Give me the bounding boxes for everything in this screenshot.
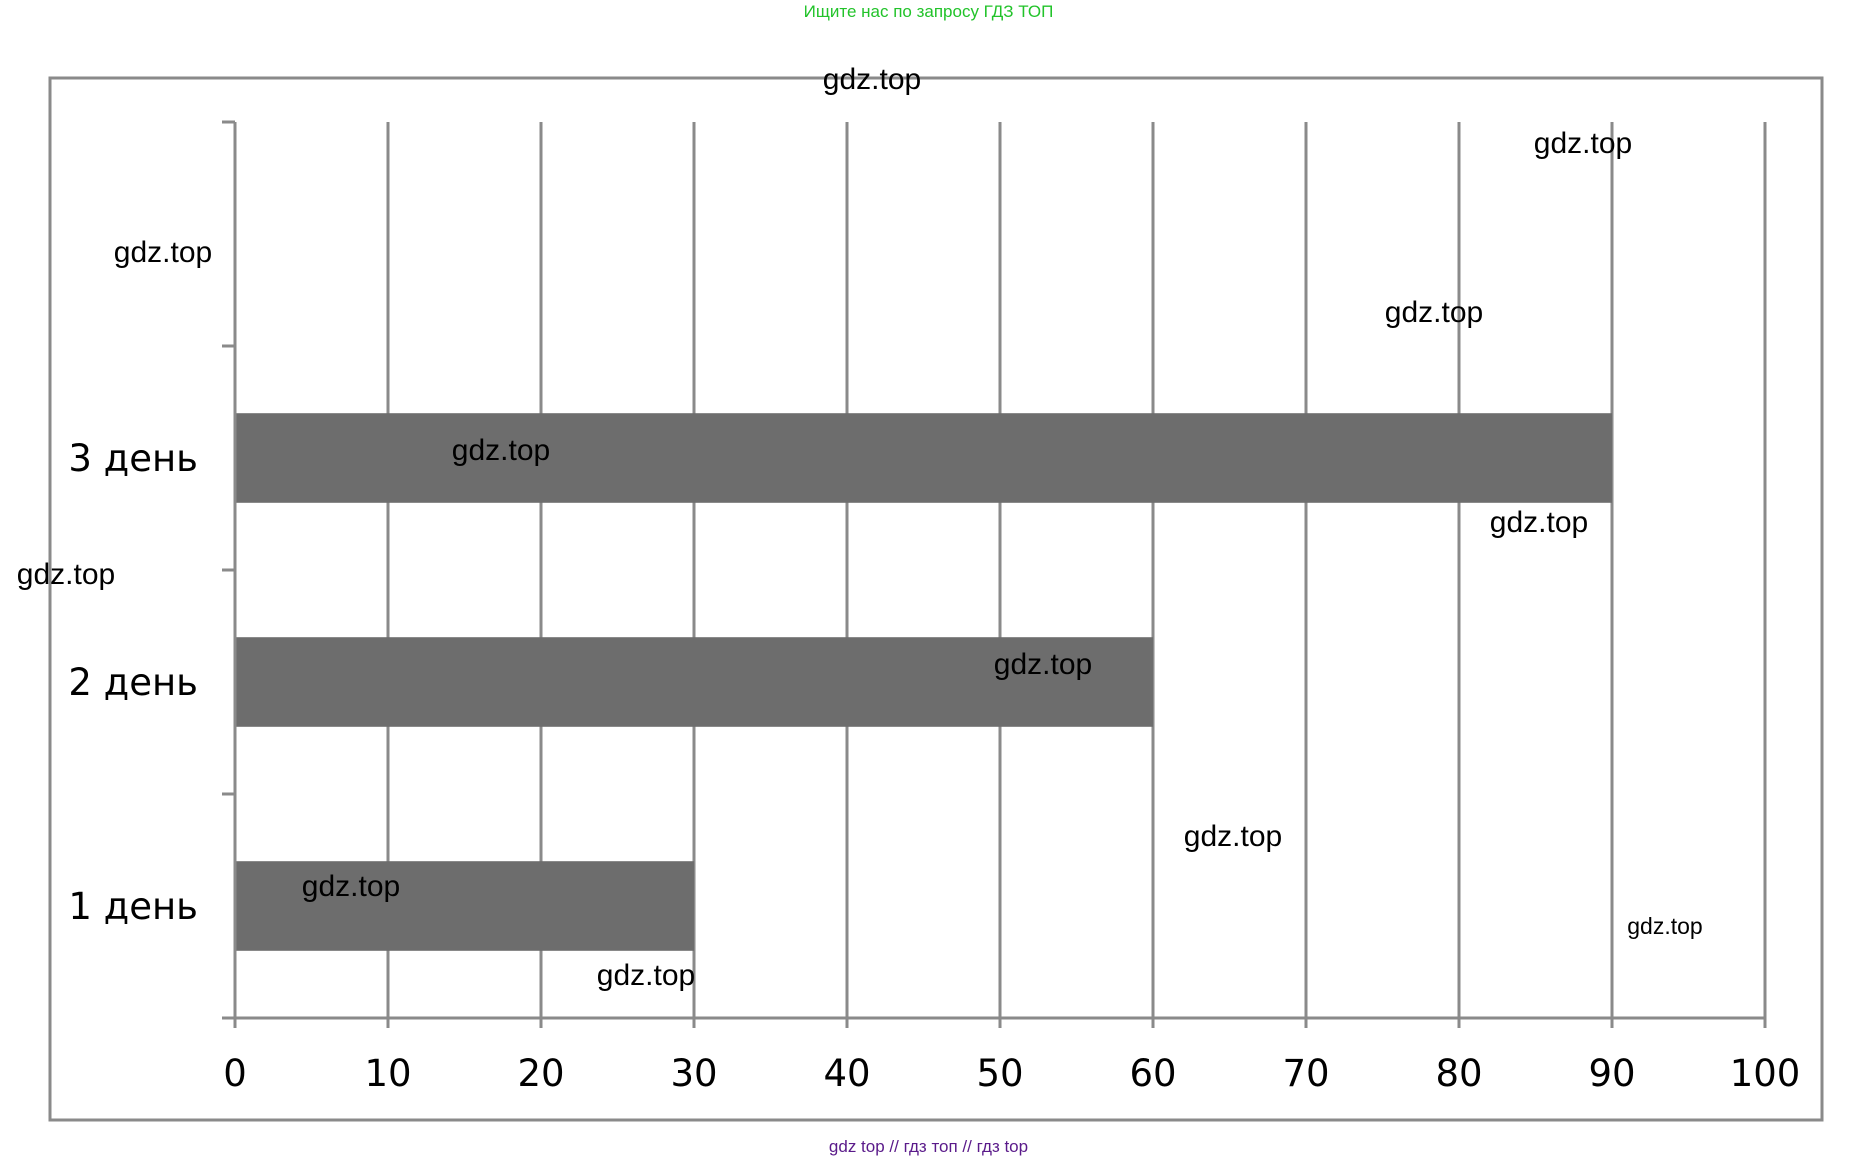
bars [235, 413, 1612, 951]
x-tick-label-10: 10 [364, 1052, 411, 1095]
watermark-text: gdz.top [1385, 296, 1483, 329]
chart-frame [48, 76, 1824, 1122]
x-tick-label-0: 0 [223, 1052, 247, 1095]
watermark-text: gdz.top [452, 434, 550, 467]
y-category-labels: 1 день 2 день 3 день [68, 437, 198, 928]
watermark-text: gdz.top [823, 63, 921, 96]
bottom-note: gdz top // гдз топ // гдз top [828, 1137, 1029, 1156]
watermarks: gdz.top gdz.top gdz.top gdz.top gdz.top gdz.t… [17, 63, 1703, 992]
top-note: Ищите нас по запросу ГДЗ ТОП [803, 2, 1054, 21]
watermark-text: gdz.top [114, 236, 212, 269]
bar-1 [235, 861, 694, 951]
bar-2 [235, 637, 1153, 727]
x-tick-label-90: 90 [1588, 1052, 1635, 1095]
watermark-text: gdz.top [302, 870, 400, 903]
x-tick-label-100: 100 [1730, 1052, 1801, 1095]
watermark-text: gdz.top [1627, 913, 1702, 939]
watermark-text: gdz.top [597, 959, 695, 992]
watermark-text: gdz.top [1490, 506, 1588, 539]
axes [222, 120, 1767, 1028]
watermark-text: gdz.top [1184, 820, 1282, 853]
x-tick-label-50: 50 [976, 1052, 1023, 1095]
y-category-label-1: 1 день [68, 885, 198, 928]
x-tick-labels: 0 10 20 30 40 50 60 70 80 90 100 [223, 1052, 1800, 1095]
x-tick-label-60: 60 [1129, 1052, 1176, 1095]
x-tick-label-70: 70 [1282, 1052, 1329, 1095]
y-category-label-2: 2 день [68, 661, 198, 704]
x-tick-label-30: 30 [670, 1052, 717, 1095]
x-tick-label-40: 40 [823, 1052, 870, 1095]
y-category-label-3: 3 день [68, 437, 198, 480]
x-tick-label-80: 80 [1435, 1052, 1482, 1095]
x-tick-label-20: 20 [517, 1052, 564, 1095]
watermark-text: gdz.top [17, 558, 115, 591]
watermark-text: gdz.top [1534, 127, 1632, 160]
bar-3 [235, 413, 1612, 503]
watermark-text: gdz.top [994, 648, 1092, 681]
